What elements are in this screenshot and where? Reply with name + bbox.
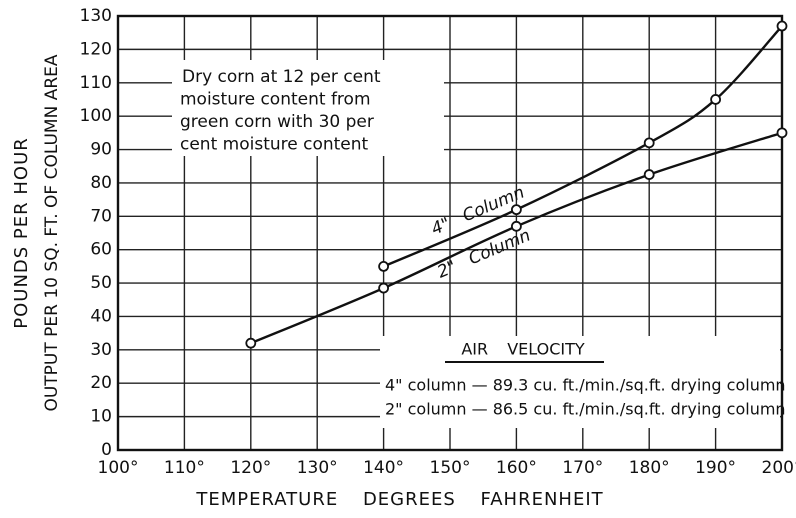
y-axis-label: OUTPUT PER 10 SQ. FT. OF COLUMN AREA (42, 54, 62, 411)
y-tick-label: 0 (101, 440, 112, 460)
x-tick-label: 150° (430, 458, 471, 478)
y-axis-label: POUNDS PER HOUR (11, 137, 32, 329)
y-tick-label: 60 (90, 240, 112, 260)
annotation: moisture content from (180, 90, 371, 110)
x-tick-label: 110° (164, 458, 205, 478)
data-point (378, 260, 390, 272)
note-box (380, 336, 780, 428)
y-tick-label: 30 (90, 340, 112, 360)
x-tick-label: 170° (562, 458, 603, 478)
plot-frame (116, 14, 784, 452)
data-point (511, 220, 522, 232)
x-tick-label: 190° (695, 458, 736, 478)
y-tick-label: 100 (80, 106, 112, 126)
x-tick-label: 100° (98, 458, 139, 478)
annotation: Dry corn at 12 per cent (182, 67, 381, 87)
y-tick-label: 110 (80, 73, 112, 93)
annotation: cent moisture content (180, 135, 369, 155)
note: 4" column — 89.3 cu. ft./min./sq.ft. dry… (385, 376, 786, 395)
data-point (643, 169, 655, 180)
data-point (710, 94, 721, 105)
data-point (378, 282, 390, 294)
x-tick-label: 200° (762, 458, 796, 478)
y-tick-label: 90 (90, 140, 112, 160)
series-line (383, 25, 783, 268)
note: 2" column — 86.5 cu. ft./min./sq.ft. dry… (385, 400, 786, 419)
y-tick-label: 20 (90, 373, 112, 393)
y-tick-label: 80 (90, 173, 112, 193)
annotation: green corn with 30 per (180, 112, 374, 132)
data-point (776, 20, 788, 32)
y-tick-label: 50 (90, 273, 112, 293)
y-tick-label: 70 (90, 206, 112, 226)
x-tick-label: 180° (629, 458, 670, 478)
y-tick-label: 130 (80, 6, 112, 26)
data-point (643, 137, 655, 149)
y-tick-label: 10 (90, 407, 112, 427)
data-point (245, 337, 257, 349)
annotation-box (172, 60, 444, 156)
x-tick-label: 130° (297, 458, 338, 478)
data-point (511, 204, 522, 216)
x-tick-label: 140° (363, 458, 404, 478)
x-tick-label: 160° (496, 458, 537, 478)
note-title: AIR VELOCITY (461, 340, 585, 359)
y-tick-label: 120 (80, 39, 112, 59)
x-tick-label: 120° (230, 458, 271, 478)
y-tick-label: 40 (90, 306, 112, 326)
x-axis-label: TEMPERATURE DEGREES FAHRENHEIT (195, 489, 603, 510)
data-point (776, 127, 788, 139)
